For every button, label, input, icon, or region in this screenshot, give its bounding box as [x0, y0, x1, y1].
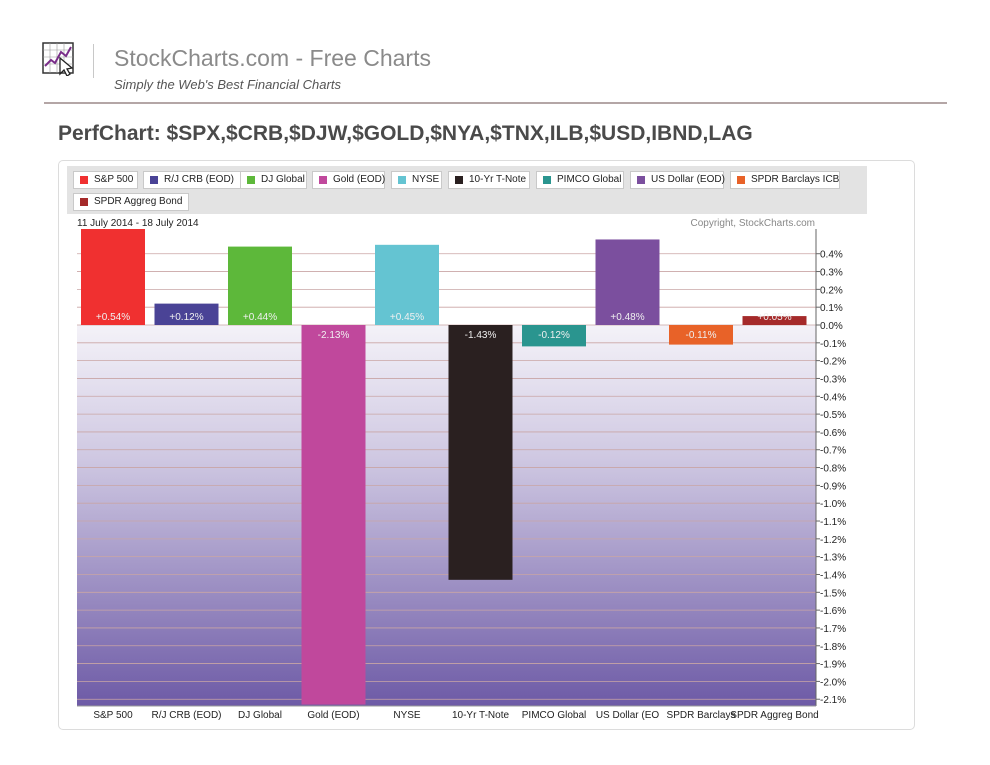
- legend-item[interactable]: PIMCO Global: [536, 171, 624, 189]
- bar-value-label: -0.11%: [686, 330, 717, 341]
- bar-value-label: +0.05%: [757, 312, 791, 323]
- legend-label: NYSE: [412, 174, 440, 185]
- legend-label: US Dollar (EOD): [651, 174, 725, 185]
- chart-cursor-logo-icon[interactable]: [42, 42, 76, 77]
- y-tick-label: -1.9%: [820, 660, 846, 671]
- x-category-label: DJ Global: [238, 710, 282, 721]
- chart-legend: S&P 500 R/J CRB (EOD) DJ Global Gold (EOD) N…: [67, 166, 867, 214]
- y-tick-label: 0.3%: [820, 268, 843, 279]
- bar-value-label: +0.48%: [610, 312, 644, 323]
- y-tick-label: -1.2%: [820, 535, 846, 546]
- bar[interactable]: [595, 239, 660, 325]
- legend-label: SPDR Barclays ICB: [751, 174, 840, 185]
- y-tick-label: -1.6%: [820, 606, 846, 617]
- y-tick-label: 0.4%: [820, 250, 843, 261]
- site-tagline: Simply the Web's Best Financial Charts: [114, 77, 341, 92]
- legend-item[interactable]: NYSE: [391, 171, 442, 189]
- y-tick-label: -1.4%: [820, 570, 846, 581]
- legend-label: Gold (EOD): [333, 174, 386, 185]
- bar-value-label: -2.13%: [318, 330, 350, 341]
- y-tick-label: 0.1%: [820, 303, 843, 314]
- legend-swatch: [247, 176, 255, 184]
- header-divider: [93, 44, 94, 78]
- y-tick-label: -1.7%: [820, 624, 846, 635]
- bar[interactable]: [448, 325, 513, 580]
- y-tick-label: -0.9%: [820, 481, 846, 492]
- legend-swatch: [80, 176, 88, 184]
- y-tick-label: -0.7%: [820, 446, 846, 457]
- bar-value-label: +0.54%: [96, 312, 130, 323]
- page-title: PerfChart: $SPX,$CRB,$DJW,$GOLD,$NYA,$TN…: [58, 122, 753, 145]
- bar[interactable]: [669, 325, 733, 345]
- bar[interactable]: [301, 325, 366, 705]
- plot-area-negative: [77, 325, 816, 706]
- y-tick-label: -0.1%: [820, 339, 846, 350]
- y-tick-label: 0.2%: [820, 285, 843, 296]
- y-tick-label: -1.1%: [820, 517, 846, 528]
- bar[interactable]: [522, 325, 586, 347]
- y-tick-label: -1.8%: [820, 642, 846, 653]
- date-range-label: 11 July 2014 - 18 July 2014: [77, 218, 199, 229]
- legend-item[interactable]: SPDR Aggreg Bond: [73, 193, 189, 211]
- legend-label: SPDR Aggreg Bond: [94, 196, 183, 207]
- legend-label: DJ Global: [261, 174, 305, 185]
- legend-swatch: [543, 176, 551, 184]
- x-category-label: S&P 500: [93, 710, 133, 721]
- legend-label: R/J CRB (EOD): [164, 174, 234, 185]
- bar[interactable]: [81, 229, 145, 325]
- legend-label: S&P 500: [94, 174, 134, 185]
- legend-item[interactable]: Gold (EOD): [312, 171, 385, 189]
- legend-label: 10-Yr T-Note: [469, 174, 527, 185]
- bar[interactable]: [154, 303, 219, 325]
- bar[interactable]: [742, 316, 807, 325]
- legend-swatch: [637, 176, 645, 184]
- legend-item[interactable]: US Dollar (EOD): [630, 171, 725, 189]
- bar[interactable]: [375, 244, 439, 325]
- x-category-label: NYSE: [393, 710, 421, 721]
- bar-value-label: -0.12%: [538, 330, 570, 341]
- x-category-label: SPDR Aggreg Bond: [730, 710, 818, 721]
- x-category-label: 10-Yr T-Note: [452, 710, 509, 721]
- legend-swatch: [398, 176, 406, 184]
- bar-value-label: +0.45%: [390, 312, 424, 323]
- legend-item[interactable]: S&P 500: [73, 171, 138, 189]
- y-tick-label: -1.3%: [820, 553, 846, 564]
- y-tick-label: -2.1%: [820, 695, 846, 706]
- y-tick-label: -0.6%: [820, 428, 846, 439]
- legend-item[interactable]: DJ Global: [240, 171, 307, 189]
- x-category-label: PIMCO Global: [522, 710, 586, 721]
- y-tick-label: -2.0%: [820, 677, 846, 688]
- y-tick-label: -0.2%: [820, 357, 846, 368]
- legend-swatch: [319, 176, 327, 184]
- legend-item[interactable]: SPDR Barclays ICB: [730, 171, 840, 189]
- header-rule: [44, 102, 947, 104]
- y-tick-label: -0.8%: [820, 464, 846, 475]
- legend-label: PIMCO Global: [557, 174, 622, 185]
- y-tick-label: -1.0%: [820, 499, 846, 510]
- legend-swatch: [455, 176, 463, 184]
- x-category-label: SPDR Barclays: [667, 710, 736, 721]
- copyright-label: Copyright, StockCharts.com: [691, 218, 816, 229]
- legend-swatch: [737, 176, 745, 184]
- x-category-label: R/J CRB (EOD): [152, 710, 222, 721]
- x-category-label: Gold (EOD): [307, 710, 359, 721]
- site-title[interactable]: StockCharts.com - Free Charts: [114, 45, 431, 71]
- x-category-label: US Dollar (EO: [596, 710, 660, 721]
- bar[interactable]: [228, 246, 292, 325]
- y-tick-label: 0.0%: [820, 321, 843, 332]
- legend-swatch: [80, 198, 88, 206]
- bar-value-label: -1.43%: [465, 330, 497, 341]
- y-tick-label: -0.3%: [820, 374, 846, 385]
- y-tick-label: -0.5%: [820, 410, 846, 421]
- legend-item[interactable]: 10-Yr T-Note: [448, 171, 530, 189]
- site-header: StockCharts.com - Free Charts Simply the…: [0, 0, 990, 105]
- bar-value-label: +0.44%: [243, 312, 277, 323]
- y-tick-label: -0.4%: [820, 392, 846, 403]
- bar-value-label: +0.12%: [169, 312, 203, 323]
- y-tick-label: -1.5%: [820, 588, 846, 599]
- legend-swatch: [150, 176, 158, 184]
